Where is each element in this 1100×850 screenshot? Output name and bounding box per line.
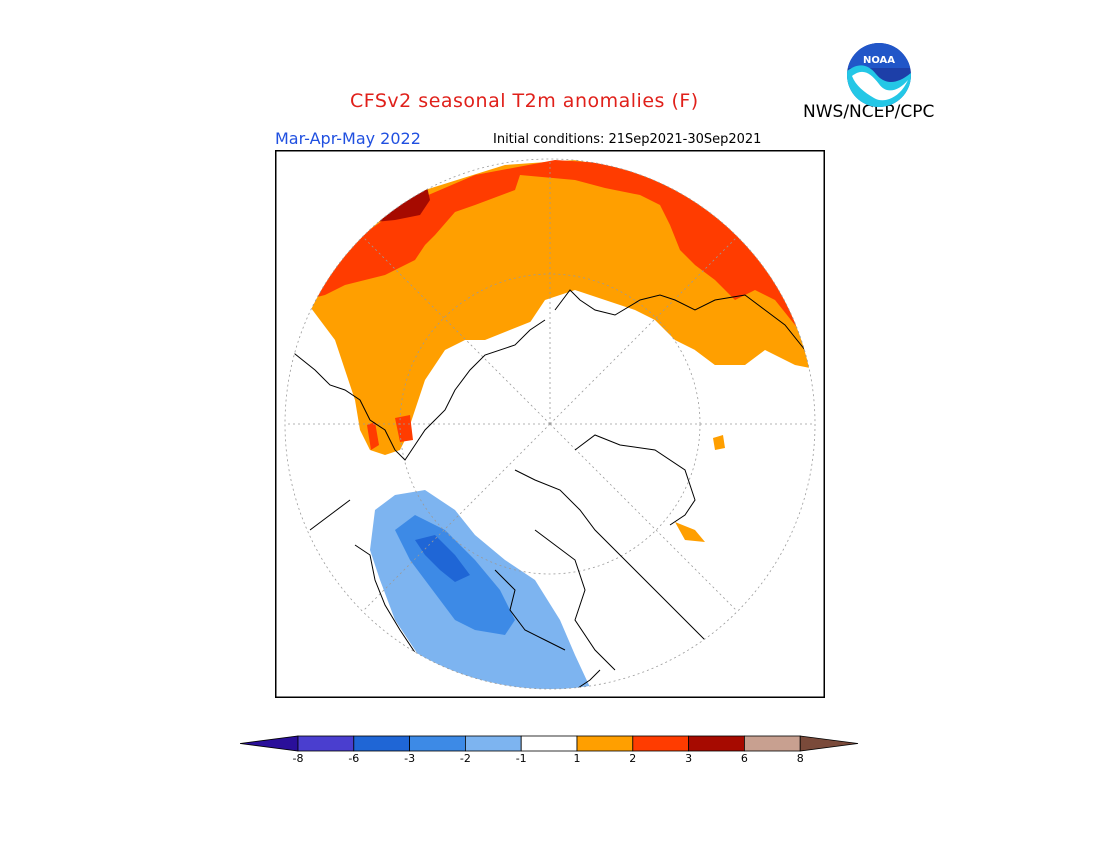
chart-title: CFSv2 seasonal T2m anomalies (F) — [350, 90, 699, 112]
coastlines — [289, 289, 806, 689]
colorbar-arrow-low — [240, 735, 299, 752]
colorbar-tick-label: 8 — [797, 752, 804, 765]
noaa-logo: NOAA — [847, 43, 911, 107]
warm-anomaly-2-3-patch — [367, 422, 379, 450]
graticule — [285, 159, 815, 612]
initial-conditions-label: Initial conditions: 21Sep2021-30Sep2021 — [493, 132, 762, 147]
arctic-neutral — [420, 315, 690, 500]
cool-anomaly-3-6 — [415, 535, 470, 582]
colorbar-tick-label: 2 — [629, 752, 636, 765]
anomaly-map — [275, 150, 825, 698]
colorbar-swatch — [353, 735, 411, 752]
warm-anomaly-2-3 — [305, 160, 815, 350]
warm-anomaly-2-3-patch — [395, 415, 413, 442]
warm-anomaly-patch — [695, 300, 755, 365]
colorbar-tick-label: 3 — [685, 752, 692, 765]
colorbar-swatch — [520, 735, 578, 752]
colorbar-tick-label: 1 — [574, 752, 581, 765]
warm-anomaly-patch — [713, 435, 725, 450]
colorbar-tick-label: -2 — [460, 752, 471, 765]
colorbar-swatch — [464, 735, 522, 752]
colorbar-arrow-high — [799, 735, 859, 752]
anomaly-fields — [285, 159, 815, 689]
colorbar-swatch — [409, 735, 466, 752]
season-label: Mar-Apr-May 2022 — [275, 129, 421, 148]
agency-label: NWS/NCEP/CPC — [803, 102, 935, 122]
colorbar-swatch — [297, 735, 355, 752]
colorbar: -8 -6 -3 -2 -1 1 2 3 6 8 — [240, 735, 859, 765]
colorbar-tick-label: -3 — [404, 752, 415, 765]
colorbar-tick-label: 6 — [741, 752, 748, 765]
colorbar-swatch — [576, 735, 634, 752]
warm-anomaly-patch — [675, 522, 705, 542]
colorbar-tick-label: -6 — [348, 752, 359, 765]
map-boundary — [284, 158, 816, 690]
noaa-logo-text: NOAA — [863, 55, 895, 66]
colorbar-tick-label: -8 — [293, 752, 304, 765]
colorbar-swatch — [688, 735, 745, 752]
colorbar-tick-label: -1 — [516, 752, 527, 765]
colorbar-swatch — [743, 735, 801, 752]
colorbar-swatch — [632, 735, 689, 752]
